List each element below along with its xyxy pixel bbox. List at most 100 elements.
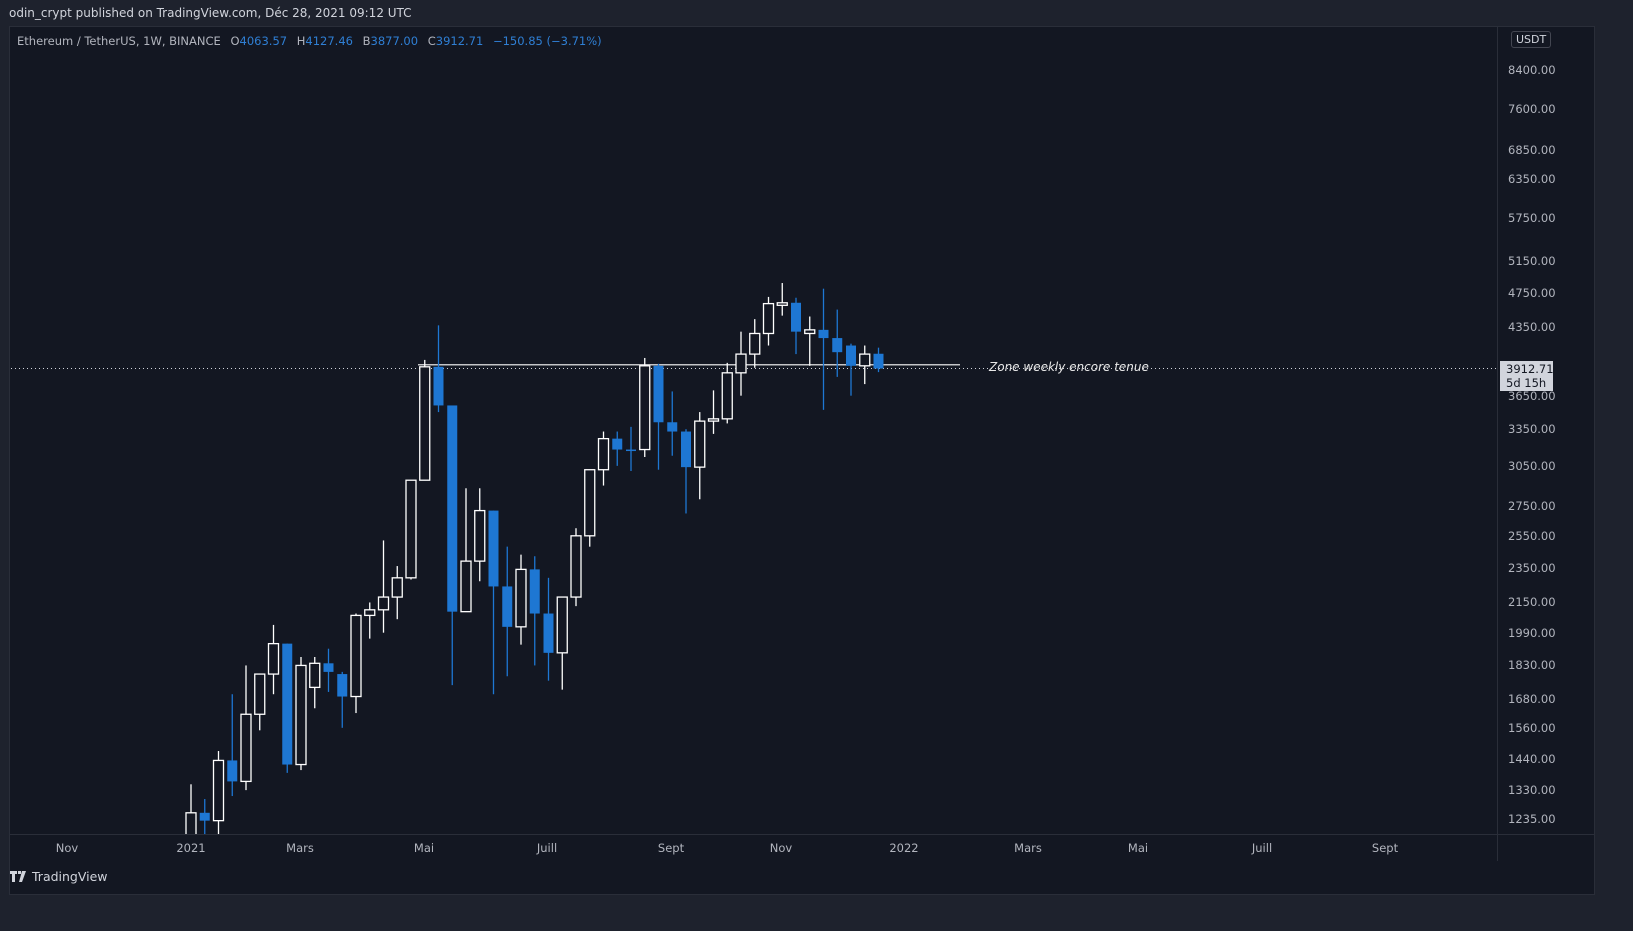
time-tick: Mars (286, 841, 314, 855)
candle (584, 469, 596, 547)
price-tick: 1830.00 (1508, 658, 1556, 673)
candle (667, 391, 678, 456)
change-value: −150.85 (−3.71%) (492, 34, 602, 48)
candle (212, 751, 225, 834)
candle (254, 673, 266, 731)
price-tick: 3350.00 (1508, 422, 1556, 437)
axis-corner (1497, 835, 1595, 861)
time-tick: Nov (769, 841, 793, 855)
zone-annotation[interactable]: Zone weekly encore tenue (989, 360, 1149, 374)
candle (474, 488, 486, 582)
price-axis[interactable]: 8400.00 7600.00 6850.00 6350.00 5750.00 5150.… (1497, 27, 1595, 834)
candle (377, 540, 390, 633)
close-value: 3912.71 (435, 34, 484, 48)
candle (749, 319, 761, 368)
candle (309, 656, 321, 709)
time-tick: Juill (1251, 841, 1273, 855)
candle (681, 429, 691, 514)
price-tick: 3050.00 (1508, 458, 1556, 473)
time-axis[interactable]: Nov 2021 Mars Mai Juill Sept Nov 2022 Mars Mai Jui… (10, 834, 1594, 861)
publisher-caption: odin_crypt published on TradingView.com,… (9, 6, 412, 20)
time-tick: Juill (536, 841, 558, 855)
price-tick: 4350.00 (1508, 320, 1556, 335)
price-tick: 2350.00 (1508, 560, 1556, 575)
candle (488, 510, 499, 695)
candle (791, 297, 801, 355)
time-tick: Mai (1127, 841, 1149, 855)
candle (433, 325, 444, 413)
candle (529, 556, 540, 666)
candle (639, 357, 651, 457)
candle (502, 546, 513, 677)
candle (832, 309, 843, 377)
candle (447, 405, 458, 686)
time-tick: 2022 (889, 841, 919, 855)
candle (419, 359, 431, 481)
price-tick: 8400.00 (1508, 63, 1556, 78)
price-tick: 1235.00 (1508, 812, 1556, 827)
price-tick: 6850.00 (1508, 142, 1556, 157)
candle (612, 431, 623, 466)
price-tick: 2750.00 (1508, 499, 1556, 514)
bar-countdown: 5d 15h (1506, 376, 1547, 390)
price-tick: 5150.00 (1508, 254, 1556, 269)
symbol-legend: Ethereum / TetherUS, 1W, BINANCE O4063.5… (17, 34, 602, 48)
candle (721, 362, 733, 424)
candle (707, 390, 720, 434)
chart-frame[interactable] (9, 26, 1595, 895)
candle (694, 412, 706, 500)
brand-name: TradingView (32, 869, 108, 884)
price-tick: 7600.00 (1508, 102, 1556, 117)
price-tick: 2550.00 (1508, 528, 1556, 543)
price-tick: 2150.00 (1508, 595, 1556, 610)
price-tick: 1990.00 (1508, 625, 1556, 640)
last-price-label: 3912.71 5d 15h (1500, 361, 1554, 391)
time-tick: 2021 (176, 841, 206, 855)
candle (762, 296, 775, 346)
candle (570, 528, 582, 607)
symbol-title: Ethereum / TetherUS, 1W, BINANCE (17, 34, 221, 48)
candle (804, 316, 816, 366)
candle (405, 479, 417, 580)
tradingview-logo-icon (10, 870, 26, 882)
candle (227, 694, 238, 797)
candle (295, 656, 307, 771)
price-tick: 1680.00 (1508, 691, 1556, 706)
time-tick: Nov (55, 841, 79, 855)
time-tick: Mai (413, 841, 435, 855)
high-value: 4127.46 (305, 34, 353, 48)
currency-badge[interactable]: USDT (1511, 31, 1552, 48)
time-tick: Sept (1371, 841, 1399, 855)
low-value: 3877.00 (370, 34, 419, 48)
price-tick: 1330.00 (1508, 783, 1556, 798)
price-tick: 6350.00 (1508, 172, 1556, 187)
last-price: 3912.71 (1506, 362, 1554, 376)
candle (323, 648, 334, 692)
candle (515, 554, 527, 645)
candle (846, 343, 856, 396)
candle (282, 643, 293, 773)
candle (859, 345, 871, 385)
tradingview-logo[interactable]: TradingView (10, 869, 108, 884)
candle (460, 488, 472, 613)
candle (735, 331, 747, 396)
time-tick: Mars (1014, 841, 1042, 855)
candle (391, 566, 403, 620)
price-tick: 1560.00 (1508, 720, 1556, 735)
candle (240, 665, 252, 791)
candle (199, 799, 210, 834)
price-tick: 4750.00 (1508, 285, 1556, 300)
candle (350, 613, 362, 714)
candle (653, 363, 664, 470)
candle (597, 431, 610, 486)
candle (185, 784, 197, 834)
price-tick: 3650.00 (1508, 388, 1556, 403)
candle (556, 596, 568, 690)
candle (267, 624, 280, 695)
open-value: 4063.57 (239, 34, 288, 48)
candle (364, 602, 376, 639)
candle (776, 283, 788, 316)
candle (626, 426, 636, 472)
candle (873, 347, 884, 373)
